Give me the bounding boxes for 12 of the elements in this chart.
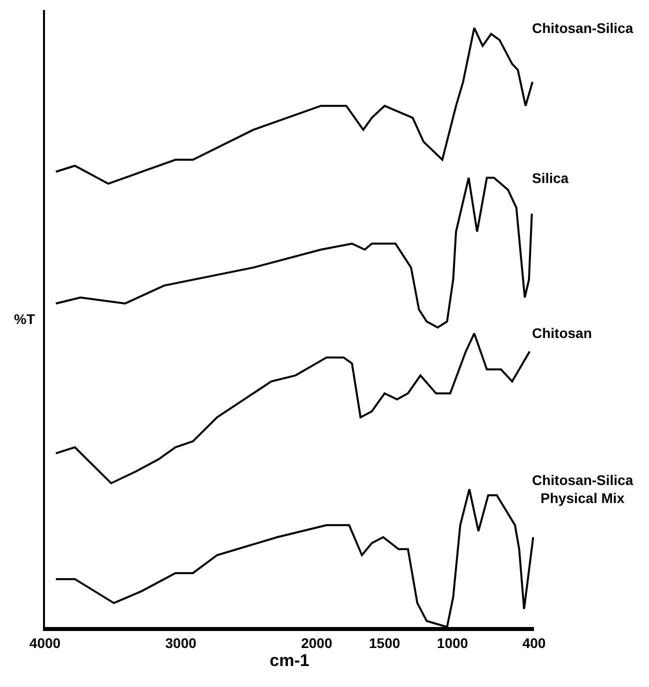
text: Chitosan-Silica: [532, 20, 634, 36]
x-axis-title: cm-1: [270, 650, 310, 670]
series-label: Silica: [532, 170, 569, 186]
x-tick-label: 1000: [436, 634, 468, 651]
x-tick-label: 4000: [29, 634, 61, 651]
series-label: Chitosan: [532, 325, 592, 341]
x-tick-label: 2000: [301, 634, 332, 651]
x-tick-label: 3000: [165, 634, 197, 651]
series-label: Chitosan-Silica Physical Mix: [532, 472, 634, 506]
x-tick-label: 400: [522, 634, 546, 651]
x-tick-label: 1500: [369, 634, 400, 651]
y-axis-title: %T: [14, 311, 36, 327]
